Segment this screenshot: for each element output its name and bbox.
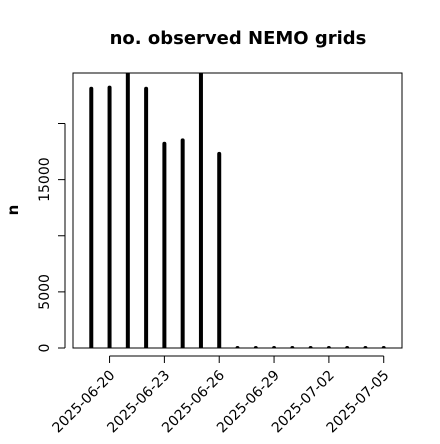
y-tick-label-0: 0: [37, 344, 53, 353]
data-marks: [89, 73, 386, 348]
y-tick-label-15000: 15000: [37, 157, 53, 202]
y-axis-label: n: [4, 205, 22, 216]
plot-frame: [72, 72, 403, 349]
chart-title: no. observed NEMO grids: [110, 28, 367, 49]
y-tick-label-5000: 5000: [37, 274, 53, 310]
plot-area: 05000150002025-06-202025-06-232025-06-26…: [37, 72, 403, 436]
